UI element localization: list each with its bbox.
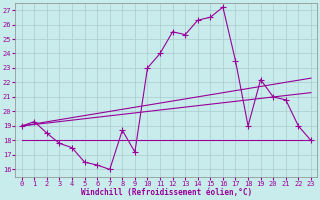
X-axis label: Windchill (Refroidissement éolien,°C): Windchill (Refroidissement éolien,°C) bbox=[81, 188, 252, 197]
